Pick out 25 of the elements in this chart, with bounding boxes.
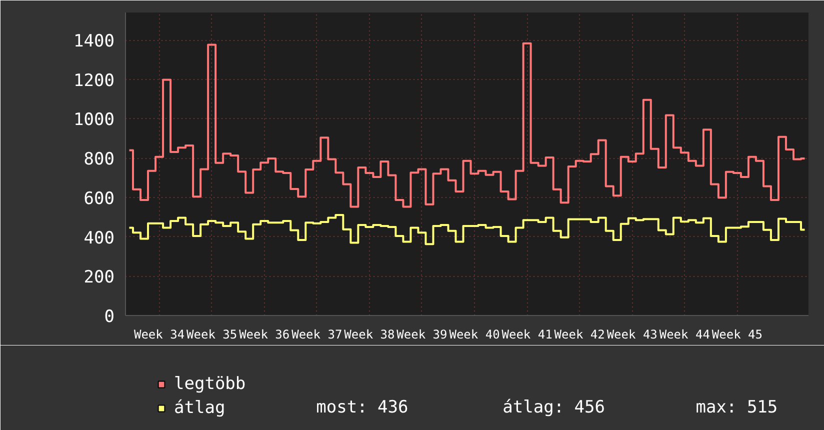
- legend-label: legtöbb: [174, 374, 246, 394]
- y-tick-label: 200: [84, 268, 115, 288]
- x-tick-label: Week 35: [186, 328, 238, 342]
- x-tick-label: Week 39: [396, 328, 448, 342]
- legend-label: átlag: [174, 398, 226, 418]
- y-tick-label: 600: [84, 188, 115, 209]
- y-tick-label: 800: [84, 150, 115, 170]
- text: max: 515: [696, 398, 778, 418]
- y-tick-label: 1400: [74, 32, 115, 52]
- text: most: 436: [316, 398, 408, 418]
- text: átlag: 456: [502, 398, 605, 418]
- x-tick-label: Week 34: [134, 328, 185, 342]
- x-tick-label: Week 40: [449, 328, 500, 342]
- x-tick-label: Week 45: [712, 328, 762, 342]
- y-tick-label: 0: [104, 307, 115, 327]
- y-tick-label: 1000: [74, 110, 115, 130]
- x-tick-label: Week 44: [659, 328, 710, 342]
- x-tick-label: Week 37: [292, 328, 342, 342]
- x-tick-label: Week 36: [239, 328, 290, 342]
- x-tick-label: Week 41: [502, 328, 552, 342]
- x-tick-label: Week 43: [606, 328, 658, 342]
- x-tick-label: Week 38: [344, 328, 395, 342]
- y-tick-label: 400: [84, 228, 115, 248]
- x-tick-label: Week 42: [554, 328, 605, 342]
- y-tick-label: 1200: [74, 70, 115, 91]
